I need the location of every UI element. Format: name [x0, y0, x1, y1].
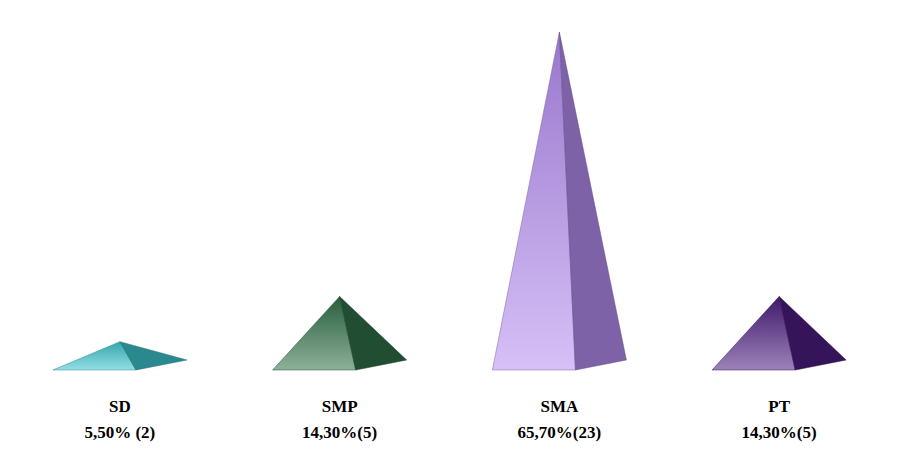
category-label: SMA — [540, 397, 579, 416]
data-label: 14,30%(5) — [302, 423, 377, 442]
pyramid-side — [779, 296, 846, 370]
pyramid-side — [340, 296, 407, 370]
pyramid — [273, 296, 407, 370]
data-label: 14,30%(5) — [742, 423, 817, 442]
category-label: SD — [109, 397, 131, 416]
pyramid — [53, 342, 187, 370]
pyramid — [492, 32, 626, 370]
pyramid-side — [559, 32, 626, 370]
data-label: 65,70%(23) — [518, 423, 602, 442]
category-label: PT — [768, 397, 790, 416]
chart: SD 5,50% (2) SMP 14,30%(5) SMA 65,70%(23) PT 14… — [0, 0, 899, 451]
pyramid-side — [120, 342, 187, 370]
labels: SD 5,50% (2) SMP 14,30%(5) SMA 65,70%(23) PT 14… — [84, 397, 816, 442]
pyramids — [53, 32, 846, 370]
data-label: 5,50% (2) — [84, 423, 155, 442]
category-label: SMP — [322, 397, 358, 416]
pyramid — [712, 296, 846, 370]
